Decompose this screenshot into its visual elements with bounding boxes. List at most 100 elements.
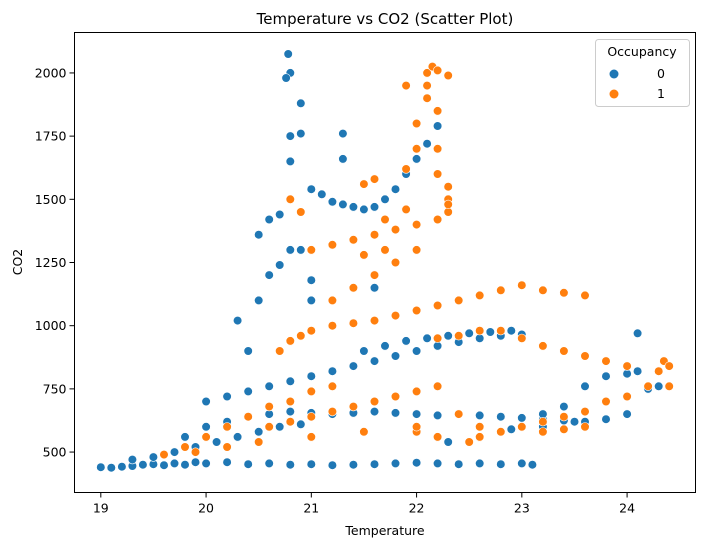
- data-point-occupancy-1: [190, 447, 201, 457]
- data-point-occupancy-0: [348, 361, 359, 371]
- data-point-occupancy-0: [222, 391, 232, 402]
- x-tick-label: 22: [409, 501, 425, 516]
- data-point-occupancy-1: [664, 361, 674, 371]
- data-point-occupancy-1: [285, 417, 295, 427]
- data-point-occupancy-1: [243, 412, 253, 422]
- data-point-occupancy-0: [390, 408, 401, 418]
- data-point-occupancy-1: [159, 450, 169, 460]
- data-point-occupancy-0: [390, 351, 401, 361]
- data-point-occupancy-0: [106, 463, 116, 473]
- legend-title: Occupancy: [607, 44, 677, 59]
- data-point-occupancy-1: [327, 240, 338, 250]
- data-point-occupancy-0: [359, 346, 369, 356]
- data-point-occupancy-1: [327, 321, 338, 331]
- data-point-occupancy-1: [654, 366, 664, 376]
- data-point-occupancy-0: [632, 366, 643, 376]
- data-point-occupancy-1: [664, 381, 674, 391]
- data-point-occupancy-0: [433, 458, 443, 469]
- data-point-occupancy-1: [401, 164, 411, 174]
- data-point-occupancy-1: [412, 422, 422, 432]
- data-point-occupancy-0: [254, 295, 264, 306]
- data-point-occupancy-0: [296, 419, 306, 429]
- data-point-occupancy-1: [285, 194, 295, 204]
- y-tick-label: 1750: [35, 129, 67, 144]
- data-point-occupancy-1: [580, 407, 590, 417]
- data-point-occupancy-1: [559, 346, 569, 356]
- data-point-occupancy-0: [412, 409, 422, 419]
- data-point-occupancy-1: [422, 68, 432, 78]
- data-point-occupancy-0: [264, 458, 274, 469]
- data-point-occupancy-1: [422, 80, 432, 91]
- scatter-points: [96, 49, 674, 473]
- data-point-occupancy-1: [580, 351, 590, 361]
- data-point-occupancy-0: [159, 460, 169, 470]
- y-axis-ticks: 500 750 1000 1250 1500 1750 2000: [35, 65, 75, 460]
- data-point-occupancy-1: [359, 179, 369, 189]
- data-point-occupancy-0: [296, 245, 306, 255]
- x-axis-ticks: 19 20 21 22 23 24: [93, 492, 635, 516]
- chart-title: Temperature vs CO2 (Scatter Plot): [256, 10, 514, 28]
- data-point-occupancy-1: [433, 144, 443, 154]
- x-tick-label: 19: [93, 501, 109, 516]
- y-tick-label: 500: [43, 445, 67, 460]
- data-point-occupancy-1: [443, 199, 453, 209]
- data-point-occupancy-0: [464, 328, 474, 338]
- data-point-occupancy-0: [422, 333, 432, 343]
- data-point-occupancy-0: [496, 412, 506, 422]
- data-point-occupancy-0: [233, 432, 243, 442]
- data-point-occupancy-0: [654, 381, 664, 391]
- data-point-occupancy-0: [96, 462, 106, 472]
- data-point-occupancy-0: [169, 447, 180, 457]
- data-point-occupancy-1: [454, 295, 464, 306]
- data-point-occupancy-1: [517, 422, 527, 432]
- data-point-occupancy-0: [212, 437, 222, 447]
- data-point-occupancy-1: [580, 290, 590, 301]
- data-point-occupancy-1: [464, 437, 474, 447]
- data-point-occupancy-0: [327, 197, 338, 207]
- data-point-occupancy-0: [306, 459, 316, 469]
- data-point-occupancy-0: [306, 295, 316, 306]
- data-point-occupancy-0: [243, 346, 253, 356]
- data-point-occupancy-0: [264, 214, 274, 225]
- data-point-occupancy-0: [622, 409, 632, 419]
- data-point-occupancy-0: [559, 402, 569, 412]
- data-point-occupancy-1: [433, 169, 443, 179]
- data-point-occupancy-0: [201, 396, 211, 407]
- data-point-occupancy-1: [254, 437, 264, 447]
- data-point-occupancy-0: [390, 458, 401, 469]
- legend-label-1: 1: [657, 86, 665, 101]
- data-point-occupancy-0: [338, 154, 348, 164]
- data-point-occupancy-0: [275, 422, 285, 432]
- data-point-occupancy-1: [327, 381, 338, 391]
- data-point-occupancy-1: [369, 230, 380, 240]
- data-point-occupancy-0: [283, 49, 293, 59]
- data-point-occupancy-1: [433, 214, 443, 225]
- data-point-occupancy-1: [643, 381, 653, 391]
- data-point-occupancy-1: [306, 326, 316, 336]
- data-point-occupancy-1: [359, 427, 369, 437]
- data-point-occupancy-1: [201, 432, 211, 442]
- data-point-occupancy-0: [601, 371, 611, 381]
- data-point-occupancy-0: [390, 184, 401, 194]
- y-tick-label: 2000: [35, 65, 67, 80]
- data-point-occupancy-1: [369, 270, 380, 280]
- data-point-occupancy-0: [348, 460, 359, 470]
- data-point-occupancy-1: [222, 442, 232, 452]
- data-point-occupancy-0: [138, 460, 148, 470]
- data-point-occupancy-0: [433, 121, 443, 131]
- data-point-occupancy-1: [496, 427, 506, 437]
- data-point-occupancy-0: [285, 156, 295, 166]
- data-point-occupancy-1: [475, 432, 485, 442]
- data-point-occupancy-1: [296, 331, 306, 341]
- data-point-occupancy-0: [222, 457, 232, 467]
- data-point-occupancy-1: [306, 245, 316, 255]
- data-point-occupancy-0: [148, 452, 158, 462]
- data-point-occupancy-0: [233, 316, 243, 326]
- data-point-occupancy-0: [281, 73, 291, 83]
- data-point-occupancy-0: [475, 458, 485, 469]
- data-point-occupancy-0: [338, 199, 348, 209]
- data-point-occupancy-1: [348, 402, 359, 412]
- legend-marker-0: [609, 69, 619, 79]
- data-point-occupancy-1: [601, 396, 611, 407]
- data-point-occupancy-1: [433, 432, 443, 442]
